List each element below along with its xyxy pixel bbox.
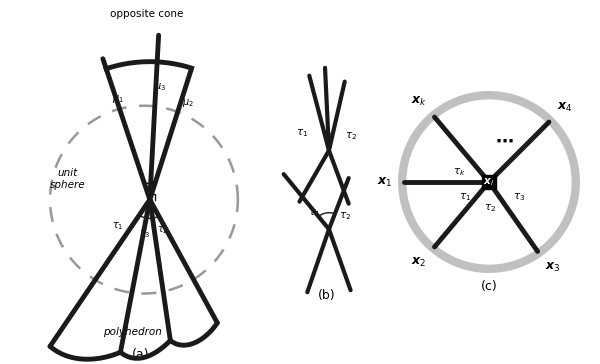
Text: opposite cone: opposite cone <box>110 9 184 19</box>
Text: $\tau_2$: $\tau_2$ <box>340 210 352 222</box>
Text: $\tau_2$: $\tau_2$ <box>344 130 356 142</box>
Text: $\mu_3$: $\mu_3$ <box>154 81 166 93</box>
Text: $\tau_1$: $\tau_1$ <box>112 220 123 232</box>
Text: (c): (c) <box>481 280 497 293</box>
Text: $\tau_2$: $\tau_2$ <box>484 202 496 214</box>
Text: $\boldsymbol{x}_4$: $\boldsymbol{x}_4$ <box>557 100 573 114</box>
Text: polyhedron: polyhedron <box>103 327 161 337</box>
Text: $\tau_1$: $\tau_1$ <box>460 191 472 203</box>
Text: unit
sphere: unit sphere <box>50 168 85 190</box>
Polygon shape <box>482 175 496 189</box>
Text: $\mu_2$: $\mu_2$ <box>182 97 194 109</box>
Text: $\tau_k$: $\tau_k$ <box>453 167 466 178</box>
Text: $\boldsymbol{\cdots}$: $\boldsymbol{\cdots}$ <box>495 132 514 150</box>
Text: $\tau_1$: $\tau_1$ <box>296 127 308 139</box>
Text: (b): (b) <box>318 289 336 302</box>
Text: $\boldsymbol{x}_3$: $\boldsymbol{x}_3$ <box>545 261 560 274</box>
Text: $\tau_1$: $\tau_1$ <box>308 207 320 219</box>
Text: $\tau_3$: $\tau_3$ <box>513 191 526 202</box>
Text: $\boldsymbol{x}_1$: $\boldsymbol{x}_1$ <box>377 175 392 189</box>
Text: $\tau_3$: $\tau_3$ <box>139 228 151 240</box>
Text: $\boldsymbol{x}_k$: $\boldsymbol{x}_k$ <box>410 95 427 108</box>
Text: $\mu_1$: $\mu_1$ <box>112 93 124 105</box>
Text: $\tau_2$: $\tau_2$ <box>157 224 169 236</box>
Text: $\boldsymbol{x}_2$: $\boldsymbol{x}_2$ <box>412 256 427 269</box>
Text: (a): (a) <box>132 348 150 361</box>
Text: $\boldsymbol{x}_i$: $\boldsymbol{x}_i$ <box>484 176 494 188</box>
